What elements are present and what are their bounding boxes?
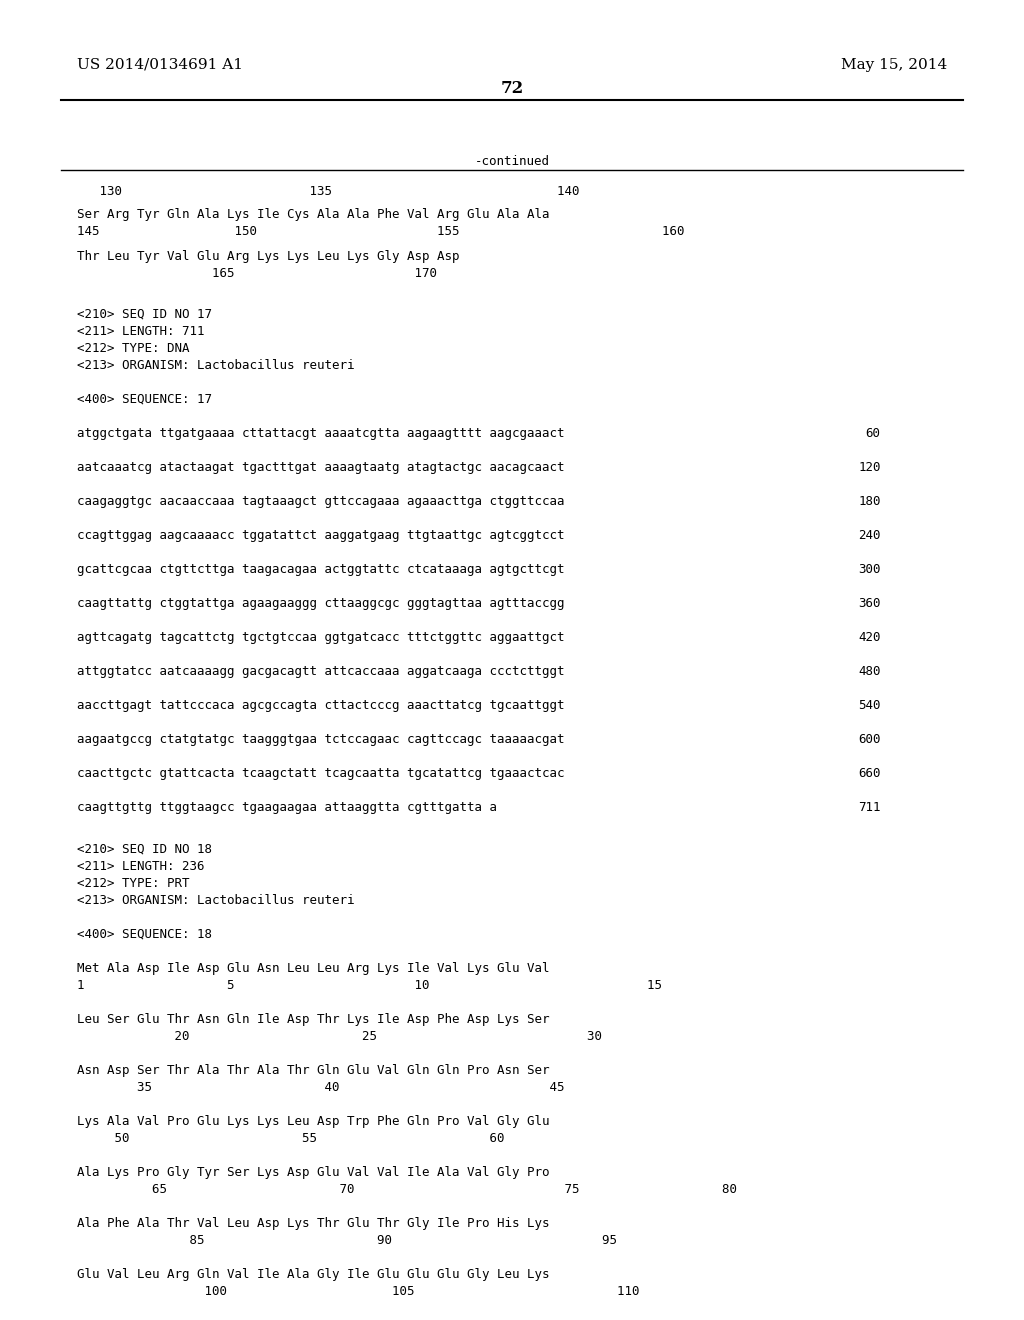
Text: 72: 72: [501, 81, 523, 96]
Text: caagaggtgc aacaaccaaa tagtaaagct gttccagaaa agaaacttga ctggttccaa: caagaggtgc aacaaccaaa tagtaaagct gttccag…: [77, 495, 564, 508]
Text: 65                       70                            75                   80: 65 70 75 80: [77, 1183, 737, 1196]
Text: Ser Arg Tyr Gln Ala Lys Ile Cys Ala Ala Phe Val Arg Glu Ala Ala: Ser Arg Tyr Gln Ala Lys Ile Cys Ala Ala …: [77, 209, 549, 220]
Text: <213> ORGANISM: Lactobacillus reuteri: <213> ORGANISM: Lactobacillus reuteri: [77, 894, 354, 907]
Text: caagttattg ctggtattga agaagaaggg cttaaggcgc gggtagttaa agtttaccgg: caagttattg ctggtattga agaagaaggg cttaagg…: [77, 597, 564, 610]
Text: Ala Phe Ala Thr Val Leu Asp Lys Thr Glu Thr Gly Ile Pro His Lys: Ala Phe Ala Thr Val Leu Asp Lys Thr Glu …: [77, 1217, 549, 1230]
Text: 165                        170: 165 170: [77, 267, 437, 280]
Text: Thr Leu Tyr Val Glu Arg Lys Lys Leu Lys Gly Asp Asp: Thr Leu Tyr Val Glu Arg Lys Lys Leu Lys …: [77, 249, 460, 263]
Text: 1                   5                        10                             15: 1 5 10 15: [77, 979, 662, 993]
Text: <212> TYPE: DNA: <212> TYPE: DNA: [77, 342, 189, 355]
Text: -continued: -continued: [474, 154, 550, 168]
Text: 145                  150                        155                           16: 145 150 155 16: [77, 224, 684, 238]
Text: aaccttgagt tattcccaca agcgccagta cttactcccg aaacttatcg tgcaattggt: aaccttgagt tattcccaca agcgccagta cttactc…: [77, 700, 564, 711]
Text: 130                         135                              140: 130 135 140: [77, 185, 580, 198]
Text: atggctgata ttgatgaaaa cttattacgt aaaatcgtta aagaagtttt aagcgaaact: atggctgata ttgatgaaaa cttattacgt aaaatcg…: [77, 426, 564, 440]
Text: <212> TYPE: PRT: <212> TYPE: PRT: [77, 876, 189, 890]
Text: <210> SEQ ID NO 17: <210> SEQ ID NO 17: [77, 308, 212, 321]
Text: <400> SEQUENCE: 18: <400> SEQUENCE: 18: [77, 928, 212, 941]
Text: 35                       40                            45: 35 40 45: [77, 1081, 564, 1094]
Text: Ala Lys Pro Gly Tyr Ser Lys Asp Glu Val Val Ile Ala Val Gly Pro: Ala Lys Pro Gly Tyr Ser Lys Asp Glu Val …: [77, 1166, 549, 1179]
Text: caagttgttg ttggtaagcc tgaagaagaa attaaggtta cgtttgatta a: caagttgttg ttggtaagcc tgaagaagaa attaagg…: [77, 801, 497, 814]
Text: 660: 660: [858, 767, 881, 780]
Text: 60: 60: [865, 426, 881, 440]
Text: <400> SEQUENCE: 17: <400> SEQUENCE: 17: [77, 393, 212, 407]
Text: caacttgctc gtattcacta tcaagctatt tcagcaatta tgcatattcg tgaaactcac: caacttgctc gtattcacta tcaagctatt tcagcaa…: [77, 767, 564, 780]
Text: Lys Ala Val Pro Glu Lys Lys Leu Asp Trp Phe Gln Pro Val Gly Glu: Lys Ala Val Pro Glu Lys Lys Leu Asp Trp …: [77, 1115, 549, 1129]
Text: 480: 480: [858, 665, 881, 678]
Text: 120: 120: [858, 461, 881, 474]
Text: Met Ala Asp Ile Asp Glu Asn Leu Leu Arg Lys Ile Val Lys Glu Val: Met Ala Asp Ile Asp Glu Asn Leu Leu Arg …: [77, 962, 549, 975]
Text: 100                      105                           110: 100 105 110: [77, 1284, 639, 1298]
Text: ccagttggag aagcaaaacc tggatattct aaggatgaag ttgtaattgc agtcggtcct: ccagttggag aagcaaaacc tggatattct aaggatg…: [77, 529, 564, 543]
Text: 540: 540: [858, 700, 881, 711]
Text: gcattcgcaa ctgttcttga taagacagaa actggtattc ctcataaaga agtgcttcgt: gcattcgcaa ctgttcttga taagacagaa actggta…: [77, 564, 564, 576]
Text: May 15, 2014: May 15, 2014: [841, 58, 947, 73]
Text: 85                       90                            95: 85 90 95: [77, 1234, 616, 1247]
Text: US 2014/0134691 A1: US 2014/0134691 A1: [77, 58, 243, 73]
Text: Leu Ser Glu Thr Asn Gln Ile Asp Thr Lys Ile Asp Phe Asp Lys Ser: Leu Ser Glu Thr Asn Gln Ile Asp Thr Lys …: [77, 1012, 549, 1026]
Text: 711: 711: [858, 801, 881, 814]
Text: aatcaaatcg atactaagat tgactttgat aaaagtaatg atagtactgc aacagcaact: aatcaaatcg atactaagat tgactttgat aaaagta…: [77, 461, 564, 474]
Text: <213> ORGANISM: Lactobacillus reuteri: <213> ORGANISM: Lactobacillus reuteri: [77, 359, 354, 372]
Text: <211> LENGTH: 236: <211> LENGTH: 236: [77, 861, 205, 873]
Text: 240: 240: [858, 529, 881, 543]
Text: 180: 180: [858, 495, 881, 508]
Text: 600: 600: [858, 733, 881, 746]
Text: <211> LENGTH: 711: <211> LENGTH: 711: [77, 325, 205, 338]
Text: Glu Val Leu Arg Gln Val Ile Ala Gly Ile Glu Glu Glu Gly Leu Lys: Glu Val Leu Arg Gln Val Ile Ala Gly Ile …: [77, 1269, 549, 1280]
Text: <210> SEQ ID NO 18: <210> SEQ ID NO 18: [77, 843, 212, 855]
Text: attggtatcc aatcaaaagg gacgacagtt attcaccaaa aggatcaaga ccctcttggt: attggtatcc aatcaaaagg gacgacagtt attcacc…: [77, 665, 564, 678]
Text: 50                       55                       60: 50 55 60: [77, 1133, 504, 1144]
Text: aagaatgccg ctatgtatgc taagggtgaa tctccagaac cagttccagc taaaaacgat: aagaatgccg ctatgtatgc taagggtgaa tctccag…: [77, 733, 564, 746]
Text: 20                       25                            30: 20 25 30: [77, 1030, 602, 1043]
Text: 420: 420: [858, 631, 881, 644]
Text: Asn Asp Ser Thr Ala Thr Ala Thr Gln Glu Val Gln Gln Pro Asn Ser: Asn Asp Ser Thr Ala Thr Ala Thr Gln Glu …: [77, 1064, 549, 1077]
Text: agttcagatg tagcattctg tgctgtccaa ggtgatcacc tttctggttc aggaattgct: agttcagatg tagcattctg tgctgtccaa ggtgatc…: [77, 631, 564, 644]
Text: 300: 300: [858, 564, 881, 576]
Text: 360: 360: [858, 597, 881, 610]
